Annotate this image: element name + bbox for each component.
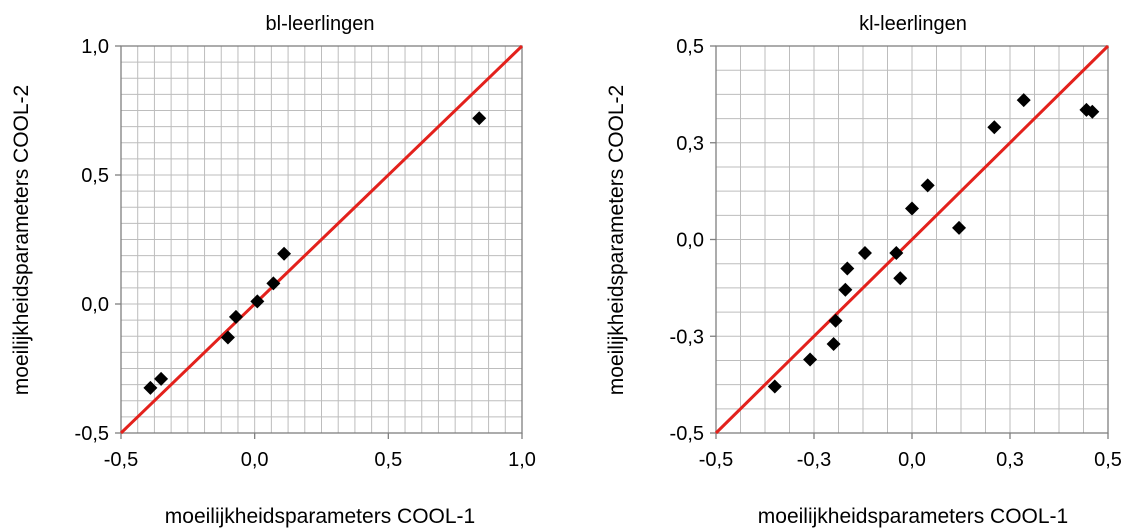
data-point xyxy=(277,246,292,261)
y-tick-label: 0,0 xyxy=(81,294,109,316)
x-tick-label: 0,5 xyxy=(1094,449,1122,471)
y-tick-label: 0,5 xyxy=(81,165,109,187)
y-tick-label: 1,0 xyxy=(81,36,109,58)
x-axis-label: moeilijkheidsparameters COOL-1 xyxy=(165,505,475,528)
data-point xyxy=(893,271,908,286)
data-point xyxy=(803,352,818,367)
x-axis-label: moeilijkheidsparameters COOL-1 xyxy=(758,505,1068,528)
chart-panel-bl: bl-leerlingen moeilijkheidsparameters CO… xyxy=(10,13,536,528)
x-tick-label: 0,3 xyxy=(996,449,1024,471)
axis-ticks: -0,5 0,0 0,5 1,0 -0,5 0,0 0,5 1,0 xyxy=(75,36,536,471)
identity-line xyxy=(714,44,1110,435)
data-point xyxy=(472,111,487,126)
data-point xyxy=(154,371,169,386)
x-tick-label: 0,5 xyxy=(374,449,402,471)
data-point xyxy=(840,261,855,276)
chart-title: bl-leerlingen xyxy=(266,13,375,35)
data-point xyxy=(889,246,904,261)
data-point xyxy=(828,313,843,328)
data-point xyxy=(857,246,872,261)
axis-ticks: -0,5 -0,3 0,0 0,3 0,5 -0,5 -0,3 0,0 0,3 0,5 xyxy=(670,36,1122,471)
data-point xyxy=(1016,93,1031,108)
data-point xyxy=(767,379,782,394)
data-point xyxy=(905,201,919,216)
y-tick-label: 0,0 xyxy=(676,230,704,252)
data-point xyxy=(228,309,243,324)
data-points xyxy=(767,93,1100,394)
x-tick-label: 0,0 xyxy=(898,449,926,471)
y-tick-label: -0,5 xyxy=(75,423,109,445)
data-point xyxy=(920,178,935,193)
data-point xyxy=(266,276,281,291)
y-tick-label: 0,3 xyxy=(676,133,704,155)
chart-panel-kl: kl-leerlingen moeilijkheidsparameters CO… xyxy=(605,13,1122,528)
y-axis-label: moeilijkheidsparameters COOL-2 xyxy=(10,85,33,395)
data-point xyxy=(1085,104,1100,119)
grid-lines xyxy=(121,46,522,433)
data-point xyxy=(952,220,967,235)
x-tick-label: -0,3 xyxy=(797,449,831,471)
data-point xyxy=(838,282,853,297)
data-point xyxy=(250,294,265,309)
x-tick-label: 0,0 xyxy=(241,449,269,471)
data-point xyxy=(826,336,841,351)
y-tick-label: -0,3 xyxy=(670,326,704,348)
data-point xyxy=(143,380,158,395)
identity-line xyxy=(119,44,524,435)
y-axis-label: moeilijkheidsparameters COOL-2 xyxy=(605,85,628,395)
chart-title: kl-leerlingen xyxy=(859,13,967,35)
plot-frame xyxy=(120,45,523,434)
data-points xyxy=(143,111,487,395)
y-tick-label: 0,5 xyxy=(676,36,704,58)
x-tick-label: -0,5 xyxy=(104,449,138,471)
data-point xyxy=(987,120,1002,135)
grid-lines xyxy=(716,46,1108,433)
x-tick-label: -0,5 xyxy=(699,449,733,471)
x-tick-label: 1,0 xyxy=(508,449,536,471)
data-point xyxy=(220,330,235,345)
y-tick-label: -0,5 xyxy=(670,423,704,445)
